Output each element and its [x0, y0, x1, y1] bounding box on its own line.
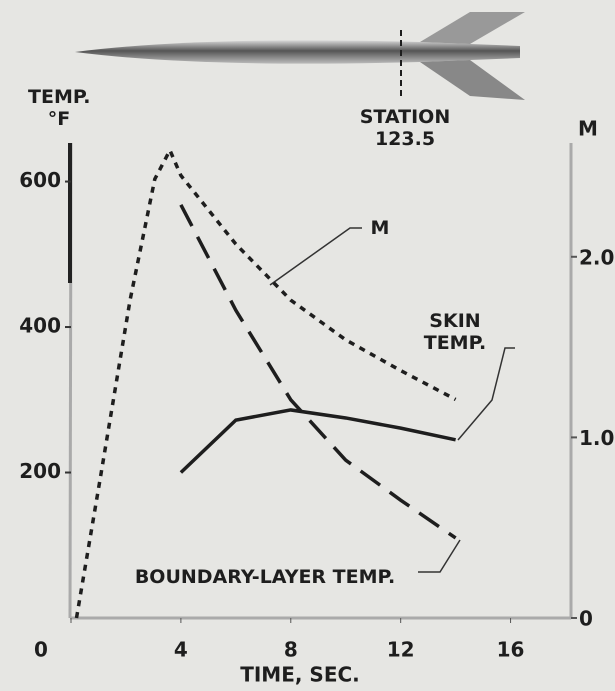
series-label: M	[370, 217, 390, 239]
y2-tick-label: 1.0	[579, 426, 614, 450]
series-line	[74, 146, 457, 619]
y2-tick-label: 0	[579, 607, 593, 631]
rocket-illustration	[75, 12, 525, 100]
series-label: SKIN TEMP.	[423, 310, 487, 354]
y-axis-title: TEMP. °F	[28, 86, 91, 130]
y-tick-label: 400	[19, 314, 61, 338]
x-tick-label: 12	[387, 638, 415, 662]
y2-axis-title: M	[578, 117, 598, 141]
x-axis-title: TIME, SEC.	[240, 663, 360, 687]
series-label: BOUNDARY-LAYER TEMP.	[134, 566, 396, 588]
y2-tick-label: 2.0	[579, 245, 614, 269]
series-line	[179, 204, 457, 540]
x-tick-label: 4	[174, 638, 188, 662]
x-tick-label: 16	[497, 638, 525, 662]
series-line	[179, 408, 456, 474]
annotation: STATION 123.5	[359, 106, 451, 150]
x-tick-label: 8	[284, 638, 298, 662]
y-tick-label: 200	[19, 459, 61, 483]
x-tick-label: 0	[34, 638, 48, 662]
leader-lines	[269, 227, 515, 573]
y-tick-label: 600	[19, 168, 61, 192]
